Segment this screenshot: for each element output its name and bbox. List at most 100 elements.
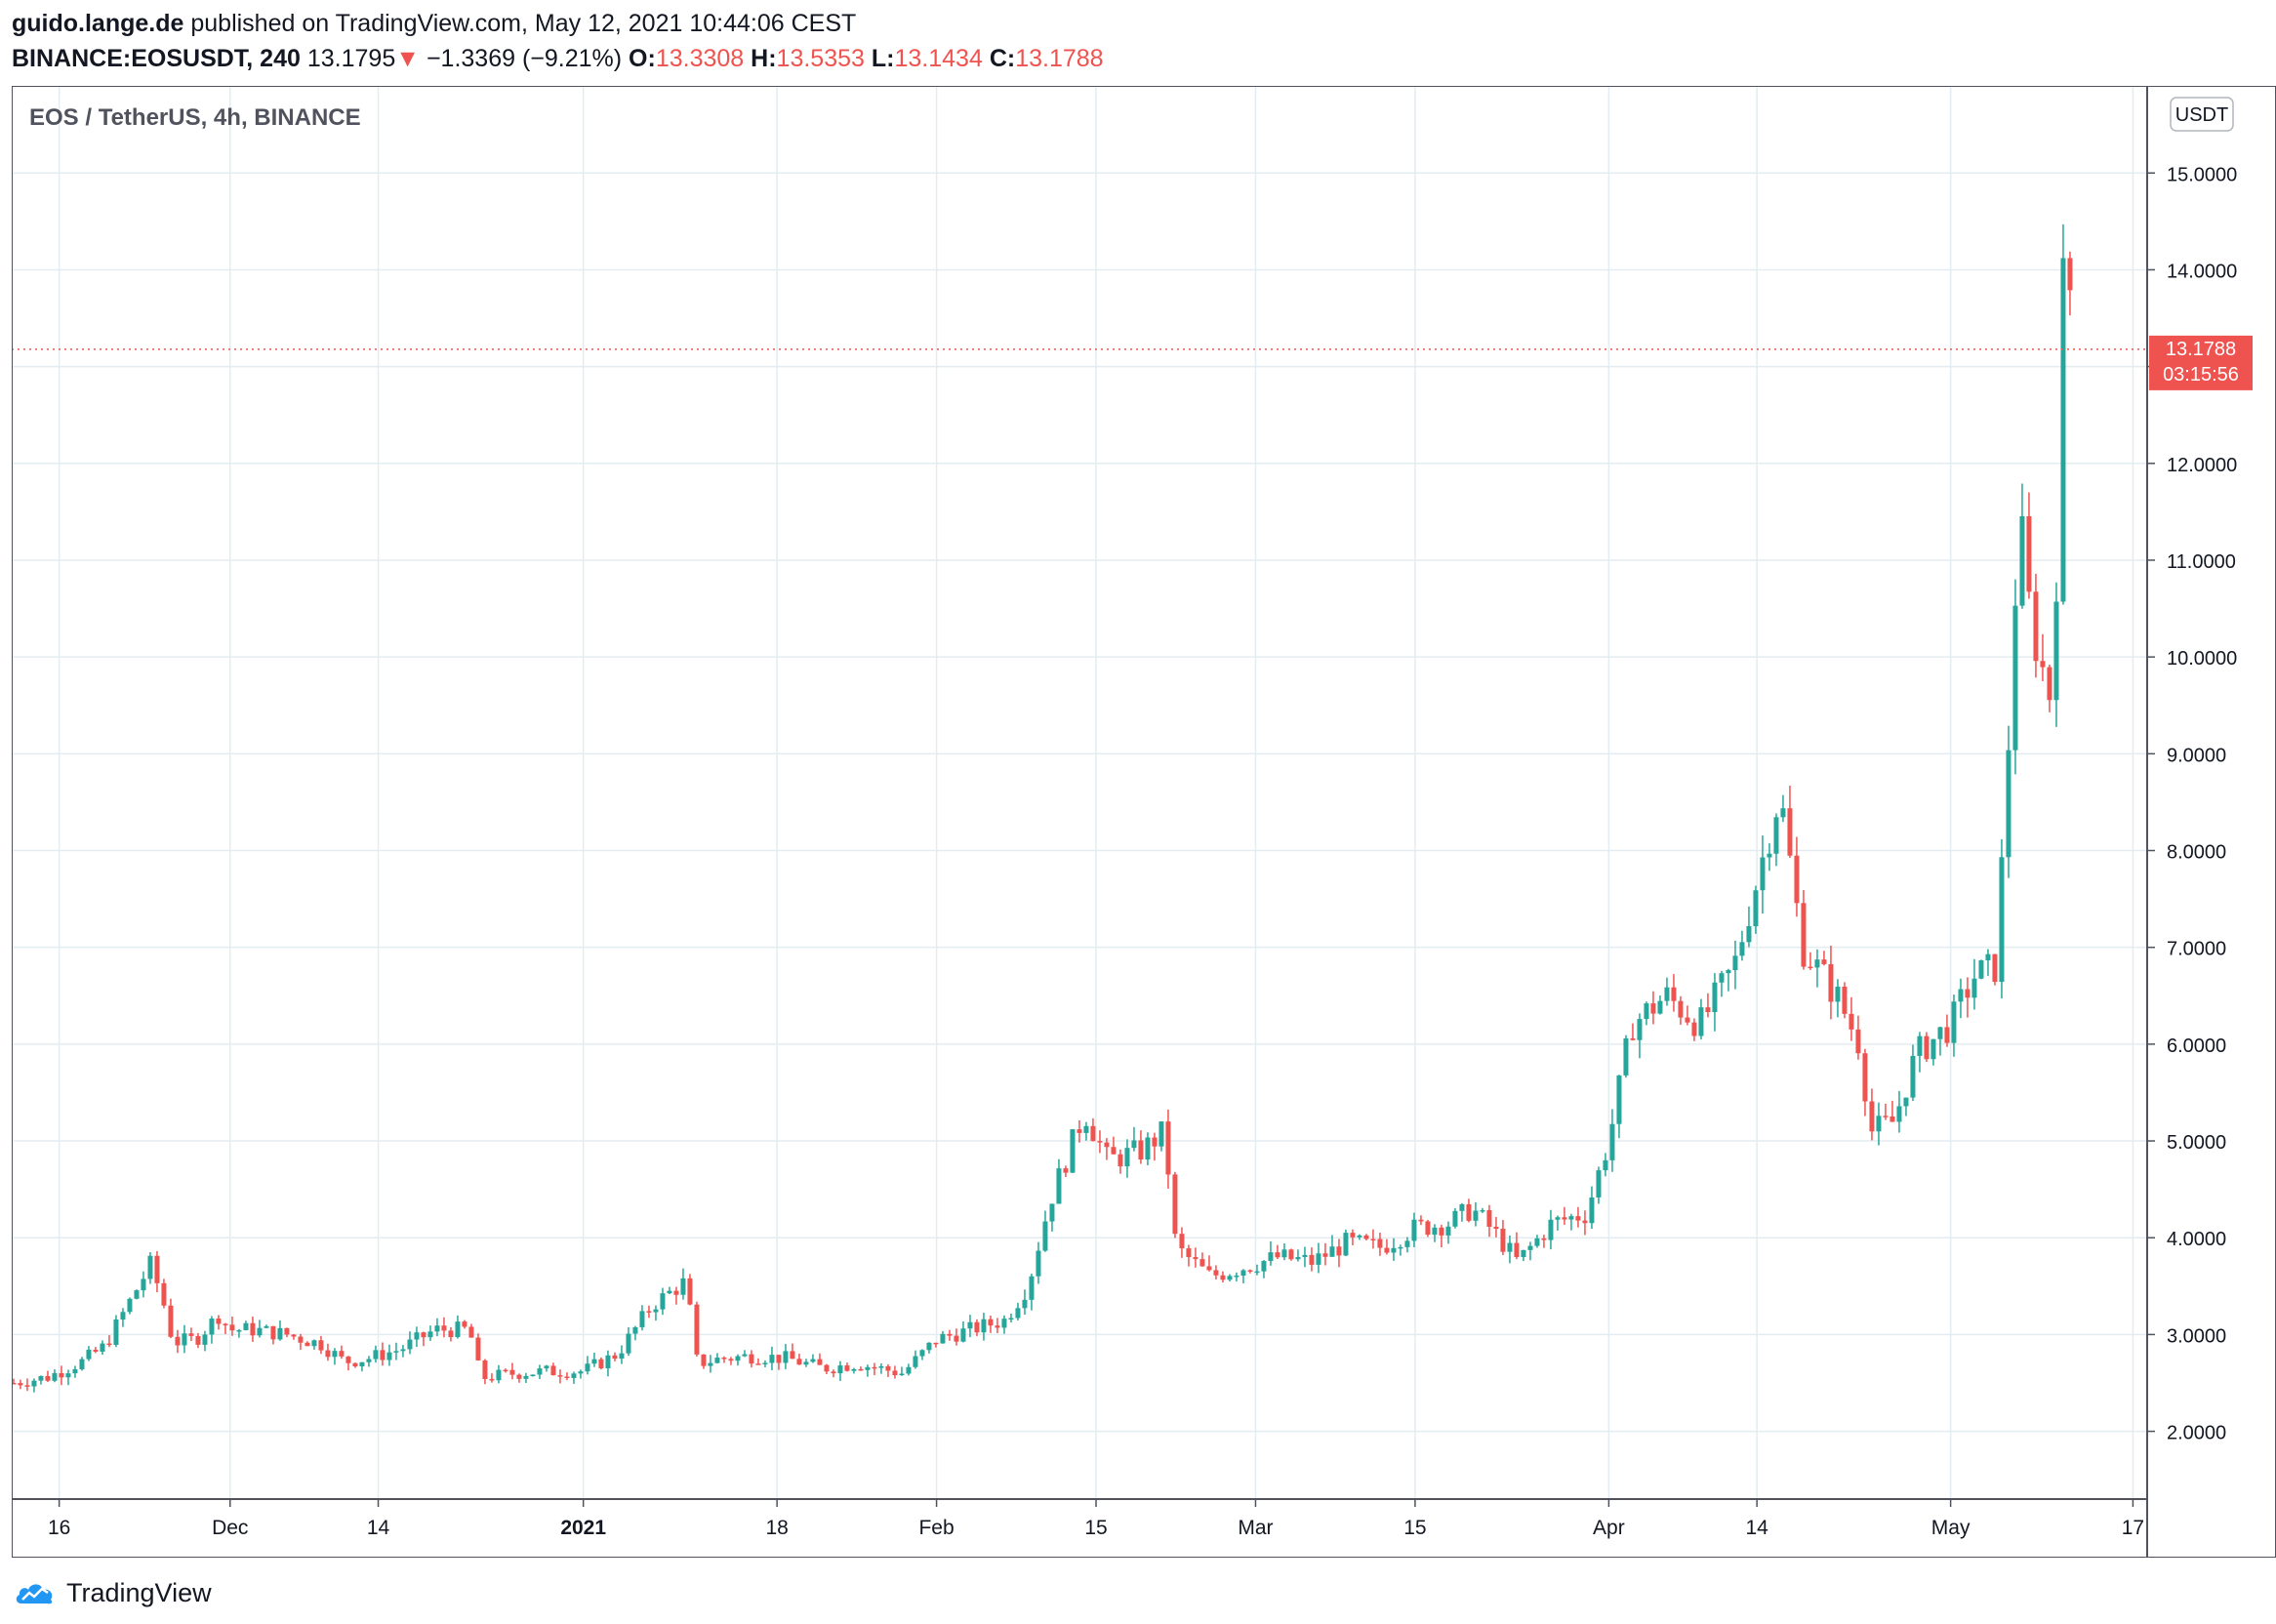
candle-body: [1541, 1238, 1547, 1240]
candle-body: [1118, 1154, 1123, 1167]
tradingview-brand[interactable]: TradingView: [14, 1573, 212, 1612]
candle-body: [1958, 989, 1964, 1002]
candle-body: [995, 1325, 1000, 1328]
symbol-line: BINANCE:EOSUSDT, 240 13.1795▼ −1.3369 (−…: [12, 41, 1104, 76]
candle-body: [591, 1359, 597, 1364]
candle-body: [468, 1326, 474, 1338]
candle-body: [1514, 1242, 1520, 1257]
x-tick-label: 14: [1745, 1517, 1768, 1539]
candle-body: [427, 1331, 433, 1338]
x-tick-label: 15: [1084, 1517, 1107, 1539]
candle-body: [311, 1340, 317, 1347]
candle-body: [38, 1376, 44, 1381]
candle-body: [1350, 1233, 1356, 1238]
candle-body: [24, 1385, 30, 1387]
candle-body: [872, 1366, 877, 1369]
candle-body: [86, 1349, 92, 1360]
candle-body: [1158, 1121, 1164, 1147]
candle-body: [141, 1279, 146, 1291]
candle-body: [749, 1354, 754, 1364]
candle-body: [421, 1332, 427, 1338]
candle-body: [380, 1350, 386, 1360]
candle-body: [837, 1365, 843, 1374]
currency-button[interactable]: [2170, 97, 2234, 132]
candle-body: [537, 1368, 543, 1375]
candle-body: [1937, 1027, 1943, 1039]
tradingview-cloud-icon: [16, 1584, 53, 1604]
candle-body: [264, 1325, 269, 1328]
candle-body: [1418, 1219, 1424, 1222]
y-tick-label: 8.0000: [2167, 842, 2226, 864]
candle-body: [571, 1373, 577, 1378]
candle-body: [1828, 963, 1834, 1002]
candle-body: [844, 1365, 850, 1371]
candle-body: [742, 1354, 748, 1357]
candle-body: [1910, 1055, 1916, 1098]
candle-body: [1780, 808, 1786, 818]
candle-body: [1965, 989, 1971, 998]
candle-body: [1978, 959, 1984, 979]
candle-body: [885, 1365, 891, 1371]
candle-body: [803, 1361, 809, 1365]
candle-body: [550, 1365, 556, 1376]
x-tick-label: 16: [48, 1517, 70, 1539]
candle-body: [496, 1369, 502, 1381]
candle-body: [1527, 1245, 1533, 1250]
x-tick-label: 17: [2122, 1517, 2144, 1539]
candle-body: [557, 1375, 563, 1377]
y-tick-label: 14.0000: [2167, 261, 2237, 282]
candle-body: [1370, 1238, 1376, 1240]
y-tick-label: 9.0000: [2167, 745, 2226, 766]
candle-body: [728, 1359, 734, 1361]
candle-body: [967, 1321, 973, 1329]
candle-body: [209, 1319, 215, 1335]
y-tick-label: 15.0000: [2167, 164, 2237, 185]
candle-body: [1985, 954, 1991, 960]
candle-body: [31, 1380, 37, 1387]
candle-body: [1439, 1227, 1444, 1236]
candle-body: [188, 1333, 194, 1336]
candle-body: [1322, 1253, 1328, 1257]
candle-body: [974, 1321, 980, 1333]
candle-body: [1336, 1246, 1342, 1256]
last-price-tag: 13.1788 03:15:56: [2149, 335, 2253, 390]
candle-body: [1377, 1238, 1383, 1248]
time-axis: 16 Dec 14 2021 18 Feb 15 Mar 15 Apr 14 May 17: [48, 1499, 2144, 1539]
candlestick-chart[interactable]: 2.0000 3.0000 4.0000 5.0000 6.0000 7.0000 8.00…: [11, 85, 2276, 1559]
candle-body: [1555, 1217, 1561, 1220]
candle-body: [1459, 1203, 1465, 1211]
candle-body: [564, 1376, 570, 1379]
candle-body: [1814, 959, 1820, 968]
brand-name: TradingView: [66, 1577, 212, 1607]
low-value: 13.1434: [894, 45, 983, 72]
publisher-name[interactable]: guido.lange.de: [12, 10, 184, 37]
y-tick-label: 6.0000: [2167, 1035, 2226, 1057]
candle-body: [1493, 1226, 1499, 1230]
candle-body: [1015, 1308, 1021, 1319]
candle-body: [1288, 1249, 1294, 1260]
candle-body: [1486, 1210, 1492, 1227]
candle-body: [332, 1351, 338, 1358]
candle-body: [865, 1366, 871, 1370]
candle-body: [1179, 1234, 1185, 1249]
x-tick-label: May: [1931, 1517, 1971, 1539]
candle-body: [134, 1290, 140, 1299]
candle-body: [1760, 857, 1766, 891]
candle-body: [59, 1373, 64, 1378]
candle-body: [783, 1351, 789, 1363]
candle-body: [585, 1363, 590, 1372]
candle-body: [1992, 954, 1998, 983]
candle-body: [393, 1351, 399, 1353]
candle-body: [1302, 1254, 1308, 1258]
candle-body: [366, 1359, 372, 1362]
y-tick-label: 10.0000: [2167, 648, 2237, 670]
candle-body: [858, 1368, 864, 1371]
candle-body: [229, 1324, 235, 1331]
candle-body: [653, 1309, 659, 1313]
candle-body: [632, 1326, 638, 1334]
candle-body: [796, 1359, 802, 1365]
candle-body: [1924, 1035, 1930, 1060]
chart-frame[interactable]: 2.0000 3.0000 4.0000 5.0000 6.0000 7.0000 8.00…: [11, 85, 2276, 1559]
candle-body: [1589, 1197, 1595, 1224]
down-arrow-icon: ▼: [395, 45, 420, 72]
